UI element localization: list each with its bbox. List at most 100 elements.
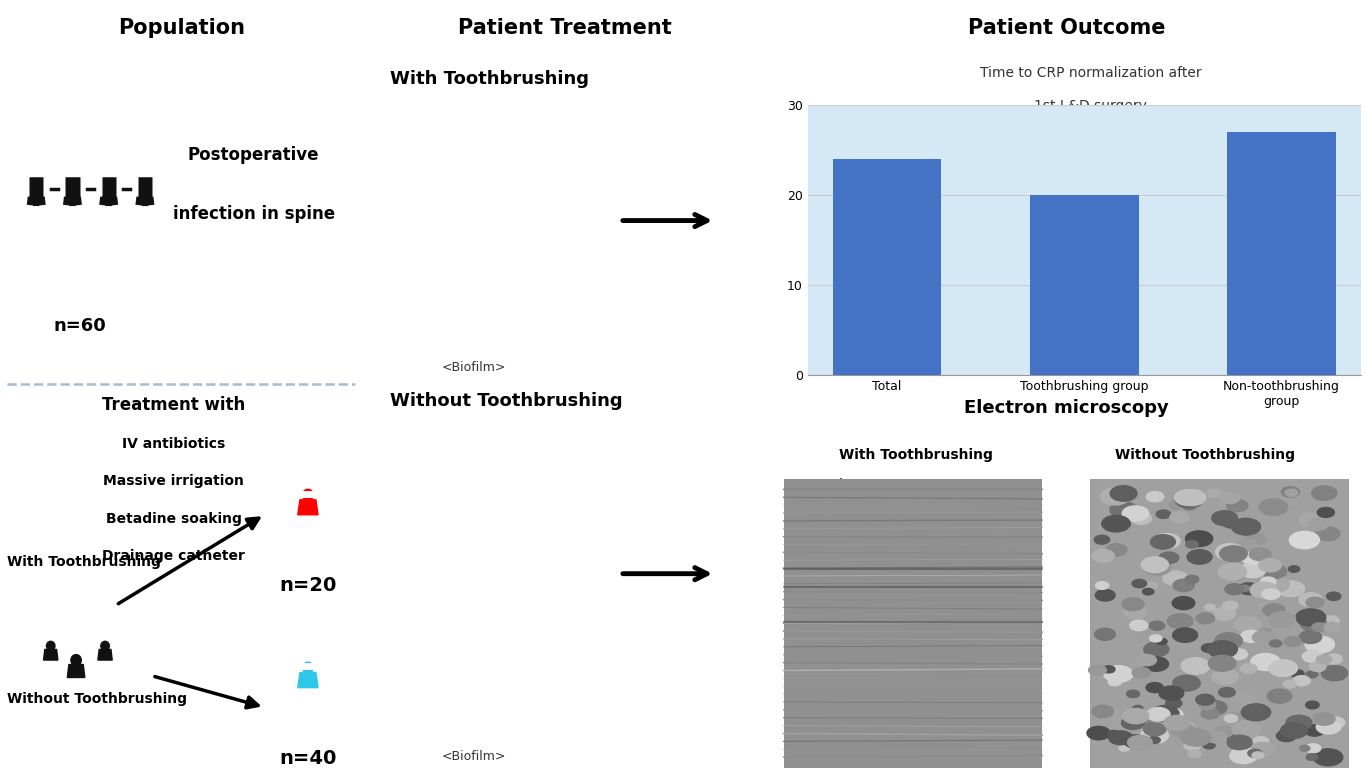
- Circle shape: [1159, 686, 1184, 700]
- Circle shape: [1305, 744, 1321, 753]
- Circle shape: [1156, 510, 1170, 518]
- Circle shape: [1103, 666, 1115, 673]
- Circle shape: [1219, 492, 1240, 503]
- Circle shape: [1252, 737, 1269, 746]
- Circle shape: [1316, 655, 1331, 664]
- Circle shape: [1150, 621, 1165, 630]
- Polygon shape: [98, 650, 112, 660]
- Circle shape: [1133, 706, 1143, 711]
- Circle shape: [1318, 507, 1334, 517]
- Circle shape: [1173, 628, 1197, 643]
- Circle shape: [1290, 670, 1304, 678]
- Circle shape: [1143, 720, 1152, 727]
- Circle shape: [1225, 584, 1244, 594]
- Circle shape: [1307, 652, 1316, 658]
- Circle shape: [1140, 727, 1169, 744]
- Circle shape: [1305, 701, 1319, 709]
- Circle shape: [1293, 675, 1311, 685]
- Circle shape: [1110, 502, 1137, 517]
- Circle shape: [1289, 531, 1319, 548]
- Circle shape: [1151, 706, 1178, 722]
- Polygon shape: [67, 664, 85, 678]
- Circle shape: [1185, 531, 1213, 547]
- Text: Without Toothbrushing: Without Toothbrushing: [390, 392, 623, 410]
- Circle shape: [1143, 588, 1154, 595]
- Circle shape: [1240, 585, 1249, 591]
- Circle shape: [1225, 731, 1241, 740]
- Circle shape: [1322, 666, 1348, 681]
- Circle shape: [1174, 490, 1202, 505]
- Circle shape: [46, 641, 55, 650]
- Circle shape: [1131, 714, 1146, 723]
- Circle shape: [1289, 566, 1300, 573]
- Text: With Toothbrushing: With Toothbrushing: [7, 555, 161, 569]
- Circle shape: [1187, 550, 1213, 564]
- Circle shape: [1207, 489, 1221, 497]
- Circle shape: [1213, 643, 1226, 651]
- Circle shape: [1270, 640, 1282, 647]
- Circle shape: [1120, 745, 1129, 751]
- Circle shape: [1241, 630, 1262, 643]
- Circle shape: [1170, 723, 1195, 737]
- Circle shape: [1095, 590, 1115, 601]
- Circle shape: [1249, 548, 1271, 561]
- Circle shape: [1215, 726, 1234, 737]
- Circle shape: [1316, 527, 1340, 541]
- Circle shape: [1228, 735, 1252, 750]
- Circle shape: [1185, 576, 1199, 584]
- Circle shape: [1176, 492, 1203, 508]
- Circle shape: [1100, 488, 1131, 505]
- Circle shape: [1251, 582, 1278, 598]
- Text: Patient Treatment: Patient Treatment: [458, 18, 671, 38]
- Circle shape: [1163, 571, 1188, 585]
- Circle shape: [1240, 562, 1266, 578]
- Circle shape: [1226, 713, 1245, 724]
- Circle shape: [1233, 574, 1244, 580]
- Circle shape: [1232, 518, 1260, 535]
- Circle shape: [1122, 506, 1148, 521]
- Circle shape: [1263, 565, 1286, 579]
- Circle shape: [1170, 512, 1189, 523]
- Circle shape: [1232, 720, 1260, 738]
- Circle shape: [1251, 654, 1281, 671]
- Circle shape: [302, 662, 313, 674]
- Circle shape: [1103, 666, 1133, 682]
- Circle shape: [1181, 657, 1210, 675]
- Circle shape: [1132, 580, 1147, 587]
- Circle shape: [1146, 682, 1163, 692]
- Circle shape: [1185, 541, 1199, 548]
- Circle shape: [1300, 513, 1325, 527]
- Circle shape: [1260, 629, 1271, 636]
- Circle shape: [1215, 633, 1243, 649]
- Circle shape: [1207, 641, 1237, 658]
- Circle shape: [1286, 715, 1312, 731]
- Circle shape: [1154, 534, 1180, 548]
- Circle shape: [68, 180, 77, 187]
- Polygon shape: [67, 187, 78, 197]
- Circle shape: [1167, 614, 1193, 629]
- Circle shape: [302, 489, 313, 501]
- Circle shape: [1325, 622, 1340, 632]
- Circle shape: [1143, 563, 1158, 572]
- Circle shape: [1208, 655, 1236, 671]
- Circle shape: [1263, 604, 1285, 617]
- Circle shape: [1225, 715, 1237, 722]
- Circle shape: [1110, 485, 1137, 501]
- Circle shape: [1277, 581, 1304, 597]
- Circle shape: [1124, 605, 1147, 619]
- Circle shape: [1173, 580, 1195, 591]
- Circle shape: [1181, 729, 1211, 746]
- Circle shape: [1252, 752, 1264, 759]
- Circle shape: [1095, 629, 1115, 640]
- Text: n=20: n=20: [279, 576, 336, 595]
- Circle shape: [1229, 649, 1248, 660]
- Polygon shape: [44, 650, 57, 660]
- Circle shape: [1284, 636, 1301, 647]
- Circle shape: [1325, 717, 1345, 728]
- Text: Treatment with: Treatment with: [103, 396, 246, 414]
- Circle shape: [1166, 699, 1182, 708]
- Circle shape: [1159, 552, 1178, 563]
- Circle shape: [1202, 708, 1219, 719]
- Circle shape: [1267, 689, 1292, 703]
- Text: n=40: n=40: [279, 749, 336, 768]
